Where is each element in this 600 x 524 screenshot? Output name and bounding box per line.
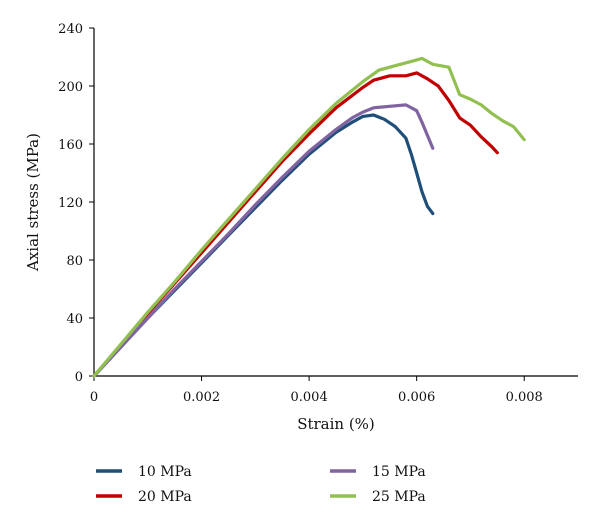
y-tick-label: 240 — [58, 22, 83, 37]
legend-label: 20 MPa — [138, 489, 192, 505]
x-axis-title: Strain (%) — [297, 415, 375, 433]
series-line-4 — [92, 56, 526, 378]
y-tick-label: 160 — [58, 138, 83, 153]
x-tick-label: 0.008 — [506, 390, 543, 405]
y-tick-label: 0 — [75, 370, 83, 385]
x-tick-label: 0.006 — [398, 390, 435, 405]
ticks: 0 0.002 0.004 0.006 0.008 0 40 80 120 160 200 240 — [58, 22, 543, 405]
y-tick-label: 40 — [66, 312, 83, 327]
axes — [93, 28, 578, 377]
series-line-1 — [92, 113, 435, 378]
legend-label: 15 MPa — [372, 464, 426, 480]
series-line-3 — [92, 103, 435, 378]
series-line-2 — [92, 71, 499, 378]
y-tick-label: 200 — [58, 80, 83, 95]
y-tick-label: 120 — [58, 196, 83, 211]
legend-label: 10 MPa — [138, 464, 192, 480]
y-tick-label: 80 — [66, 254, 83, 269]
series-layer — [92, 56, 526, 378]
legend-label: 25 MPa — [372, 489, 426, 505]
x-tick-label: 0 — [90, 390, 98, 405]
x-tick-label: 0.002 — [183, 390, 220, 405]
x-tick-label: 0.004 — [291, 390, 328, 405]
legend: 10 MPa 20 MPa 15 MPa 25 MPa — [96, 464, 426, 505]
y-axis-title: Axial stress (MPa) — [24, 133, 42, 272]
